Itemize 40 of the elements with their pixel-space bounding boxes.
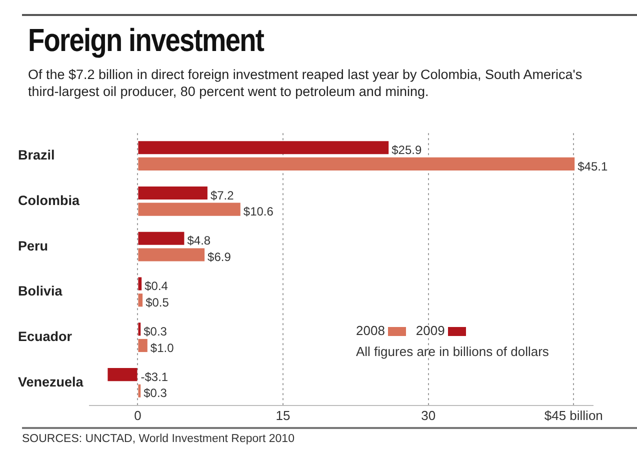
data-label: $0.3 (144, 324, 168, 338)
data-label: $10.6 (243, 204, 274, 219)
bar (138, 186, 208, 200)
bar (138, 141, 389, 154)
x-tick-label: 15 (276, 408, 290, 423)
annotation: All figures are in billions of dollars (356, 344, 549, 359)
bar (138, 277, 142, 290)
bar (138, 338, 148, 352)
data-label: $1.0 (150, 340, 174, 355)
data-label: $25.9 (392, 142, 422, 157)
legend-label: 2009 (416, 323, 445, 338)
y-tick-label: Colombia (18, 192, 80, 208)
y-tick-label: Venezuela (18, 374, 84, 390)
legend-label: 2008 (356, 323, 385, 338)
source-note: SOURCES: UNCTAD, World Investment Report 2010 (22, 433, 294, 445)
x-tick-label: $45 billion (544, 408, 603, 423)
bar (108, 368, 138, 382)
data-label: $6.9 (208, 250, 232, 264)
y-tick-label: Bolivia (18, 284, 63, 299)
y-tick-label: Peru (18, 238, 48, 254)
data-label: $4.8 (187, 234, 211, 248)
bar (138, 202, 240, 216)
y-tick-label: Ecuador (18, 329, 73, 344)
chart-title: Foreign investment (28, 22, 264, 59)
bar (138, 248, 205, 262)
bar (138, 384, 141, 398)
x-tick-label: 30 (421, 408, 436, 423)
data-label: $0.4 (144, 279, 168, 294)
data-label: $7.2 (210, 188, 234, 202)
bar (138, 322, 141, 336)
bar (138, 232, 184, 245)
data-label: $0.3 (144, 386, 168, 400)
bar (138, 294, 143, 307)
data-label: $45.1 (578, 159, 608, 174)
data-label: $0.5 (146, 295, 170, 310)
data-label: -$3.1 (140, 370, 168, 384)
y-tick-label: Brazil (18, 148, 55, 163)
x-tick-label: 0 (134, 408, 142, 423)
chart-subtitle: Of the $7.2 billion in direct foreign investment reaped last year by Colombia, South America's third-largest oil producer, 80 percent went to petroleum and mining. (28, 66, 584, 100)
bar (138, 157, 575, 170)
